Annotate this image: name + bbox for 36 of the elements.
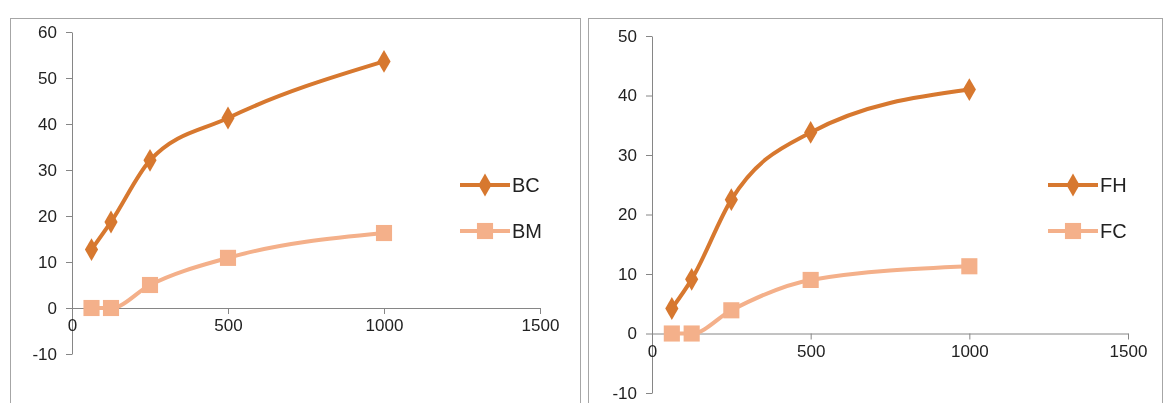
x-tick-label: 500 bbox=[214, 316, 243, 335]
y-tick-label: 40 bbox=[618, 86, 637, 106]
x-tick-label: 1000 bbox=[365, 316, 404, 335]
x-tick-label: 1000 bbox=[950, 341, 989, 361]
y-tick-label: 10 bbox=[38, 252, 57, 272]
point bbox=[663, 325, 680, 342]
y-tick-label: 30 bbox=[618, 145, 637, 165]
y-tick-label: 20 bbox=[38, 206, 57, 226]
point bbox=[83, 299, 100, 317]
point bbox=[723, 302, 740, 319]
x-tick-label: 500 bbox=[796, 341, 826, 361]
x-tick-label: 0 bbox=[67, 316, 78, 335]
legend-label: FC bbox=[1100, 220, 1127, 242]
x-tick-label: 0 bbox=[647, 341, 658, 361]
legend-label: BC bbox=[512, 174, 540, 196]
y-tick-label: -10 bbox=[32, 344, 57, 364]
legend-label: FH bbox=[1100, 174, 1127, 196]
point bbox=[102, 299, 120, 317]
point bbox=[375, 224, 393, 242]
x-tick-label: 1500 bbox=[1109, 341, 1148, 361]
y-tick-label: 60 bbox=[38, 22, 57, 42]
y-tick-label: 50 bbox=[618, 26, 637, 46]
y-tick-label: 0 bbox=[47, 298, 57, 318]
point bbox=[802, 271, 819, 289]
point bbox=[683, 325, 700, 342]
legend-label: BM bbox=[512, 220, 542, 242]
y-tick-label: -10 bbox=[612, 383, 637, 403]
point bbox=[219, 249, 237, 266]
point bbox=[961, 258, 978, 275]
point bbox=[141, 276, 159, 294]
y-tick-label: 50 bbox=[38, 68, 57, 88]
x-tick-label: 1500 bbox=[521, 316, 560, 335]
y-tick-label: 10 bbox=[618, 264, 637, 284]
y-tick-label: 40 bbox=[38, 114, 57, 134]
y-tick-label: 30 bbox=[38, 160, 57, 180]
y-tick-label: 20 bbox=[618, 205, 637, 225]
